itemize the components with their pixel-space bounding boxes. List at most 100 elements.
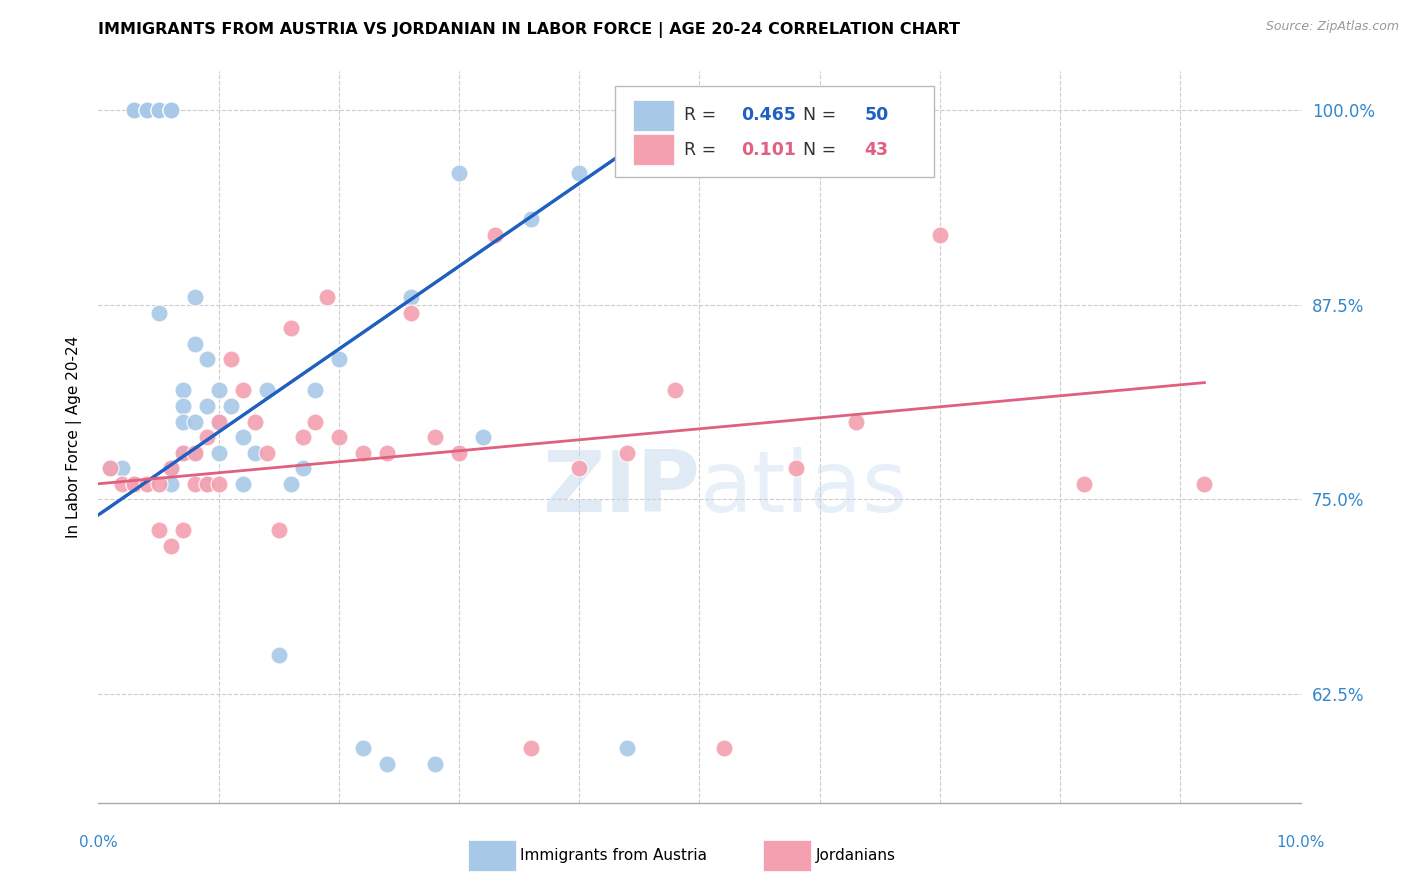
Point <box>124 103 146 118</box>
Point <box>183 476 205 491</box>
Text: 43: 43 <box>865 141 889 159</box>
Point <box>135 103 157 118</box>
Point <box>232 384 254 398</box>
Point <box>100 461 122 475</box>
Text: R =: R = <box>683 106 721 124</box>
Point <box>304 384 326 398</box>
Point <box>159 103 181 118</box>
Text: N =: N = <box>792 141 842 159</box>
Point <box>328 352 350 367</box>
Text: Immigrants from Austria: Immigrants from Austria <box>520 848 707 863</box>
Point <box>172 415 194 429</box>
Point <box>929 227 952 242</box>
Point <box>219 399 242 413</box>
Point <box>472 430 495 444</box>
Point <box>845 415 868 429</box>
Point <box>172 445 194 459</box>
Point <box>183 290 205 304</box>
Point <box>195 476 218 491</box>
Point <box>172 384 194 398</box>
Point <box>267 524 290 538</box>
Point <box>423 430 446 444</box>
Point <box>148 476 170 491</box>
Point <box>195 352 218 367</box>
Point <box>148 103 170 118</box>
Point <box>100 461 122 475</box>
Point <box>243 445 266 459</box>
Point <box>1073 476 1095 491</box>
Point <box>399 290 422 304</box>
Point <box>124 476 146 491</box>
Point <box>183 336 205 351</box>
Point <box>183 445 205 459</box>
Point <box>159 461 181 475</box>
Point <box>267 648 290 662</box>
Point <box>111 461 134 475</box>
Point <box>256 445 278 459</box>
Point <box>520 741 543 756</box>
Point <box>232 476 254 491</box>
Point <box>280 476 302 491</box>
Point <box>568 165 591 179</box>
Point <box>352 445 374 459</box>
Point <box>616 741 638 756</box>
Point <box>159 103 181 118</box>
Point <box>291 461 314 475</box>
Point <box>183 445 205 459</box>
Point <box>172 524 194 538</box>
Text: IMMIGRANTS FROM AUSTRIA VS JORDANIAN IN LABOR FORCE | AGE 20-24 CORRELATION CHAR: IMMIGRANTS FROM AUSTRIA VS JORDANIAN IN … <box>98 22 960 38</box>
Point <box>785 461 807 475</box>
Point <box>280 321 302 335</box>
Point <box>315 290 337 304</box>
Point <box>159 461 181 475</box>
Point <box>208 415 231 429</box>
Point <box>352 741 374 756</box>
Text: 0.465: 0.465 <box>741 106 796 124</box>
Point <box>713 741 735 756</box>
Point <box>520 212 543 227</box>
Point <box>208 384 231 398</box>
Point <box>195 430 218 444</box>
Text: atlas: atlas <box>700 447 907 530</box>
Text: 0.0%: 0.0% <box>79 836 118 850</box>
Point <box>124 476 146 491</box>
Point <box>484 227 506 242</box>
Point <box>148 103 170 118</box>
Point <box>208 445 231 459</box>
Text: N =: N = <box>792 106 842 124</box>
Point <box>172 445 194 459</box>
FancyBboxPatch shape <box>633 100 675 130</box>
FancyBboxPatch shape <box>633 135 675 165</box>
Point <box>423 756 446 771</box>
Point <box>124 103 146 118</box>
Point <box>568 461 591 475</box>
FancyBboxPatch shape <box>616 86 934 178</box>
Point <box>375 756 398 771</box>
Point <box>208 476 231 491</box>
Point <box>375 445 398 459</box>
Point <box>208 415 231 429</box>
Point <box>304 415 326 429</box>
Point <box>664 384 686 398</box>
Point <box>232 430 254 444</box>
Text: 50: 50 <box>865 106 889 124</box>
Point <box>159 476 181 491</box>
Text: 10.0%: 10.0% <box>1277 836 1324 850</box>
Point <box>148 103 170 118</box>
Point <box>219 352 242 367</box>
Point <box>172 399 194 413</box>
Point <box>135 103 157 118</box>
Y-axis label: In Labor Force | Age 20-24: In Labor Force | Age 20-24 <box>66 336 83 538</box>
Text: Source: ZipAtlas.com: Source: ZipAtlas.com <box>1265 20 1399 33</box>
Point <box>399 305 422 319</box>
Text: R =: R = <box>683 141 727 159</box>
Point <box>148 524 170 538</box>
Point <box>148 305 170 319</box>
Point <box>256 384 278 398</box>
Point <box>159 539 181 553</box>
Point <box>243 415 266 429</box>
Point <box>159 103 181 118</box>
Text: ZIP: ZIP <box>541 447 700 530</box>
Point <box>616 445 638 459</box>
Text: 0.101: 0.101 <box>741 141 797 159</box>
